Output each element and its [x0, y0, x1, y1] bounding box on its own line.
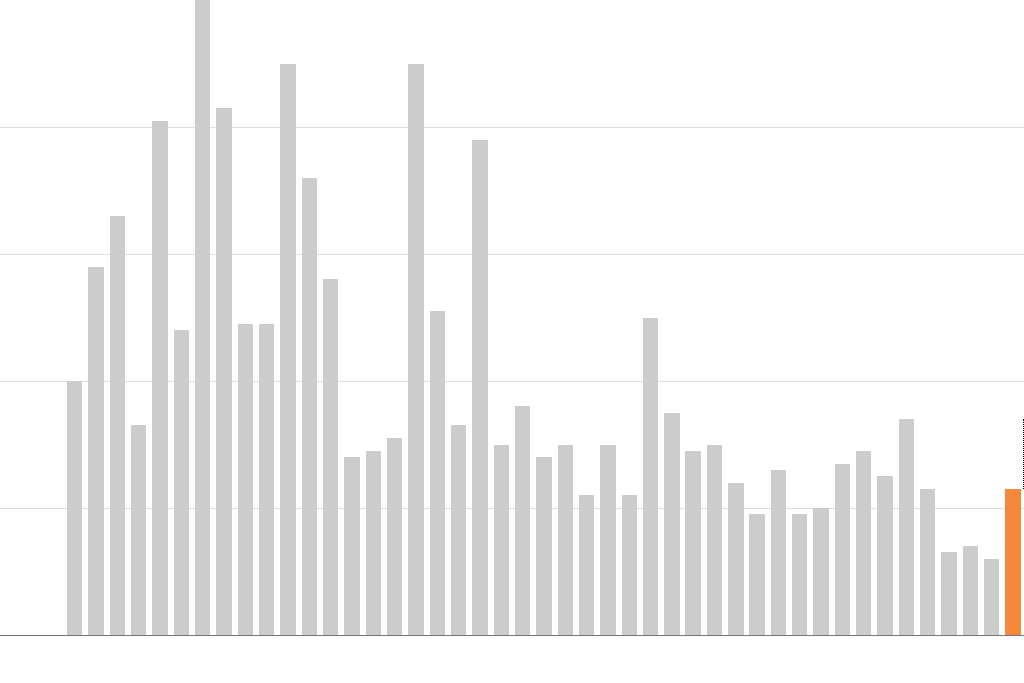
- bar: [643, 318, 658, 636]
- bar-slot: [64, 0, 85, 635]
- bar-slot: [448, 0, 469, 635]
- bar: [792, 514, 807, 635]
- bar: [451, 425, 466, 635]
- bar-slot: [171, 0, 192, 635]
- bar-slot: [256, 0, 277, 635]
- bar-slot: [704, 0, 725, 635]
- bar: [579, 495, 594, 635]
- bar-slot: [277, 0, 298, 635]
- bar: [131, 425, 146, 635]
- bar: [920, 489, 935, 635]
- bar: [494, 445, 509, 636]
- bar-slot: [746, 0, 767, 635]
- bar: [387, 438, 402, 635]
- bar-slot: [960, 0, 981, 635]
- bar-slot: [341, 0, 362, 635]
- bar: [238, 324, 253, 635]
- bar: [408, 64, 423, 636]
- bar-slot: [384, 0, 405, 635]
- bar: [685, 451, 700, 635]
- bar: [259, 324, 274, 635]
- bar-slot: [85, 0, 106, 635]
- bar-slot: [128, 0, 149, 635]
- bar-slot: [43, 0, 64, 635]
- bar: [472, 140, 487, 635]
- plot-area: [0, 0, 1024, 635]
- bar-slot: [491, 0, 512, 635]
- bar: [536, 457, 551, 635]
- bar-slot: [810, 0, 831, 635]
- bar: [835, 464, 850, 635]
- bar-slot: [917, 0, 938, 635]
- bar-slot: [21, 0, 42, 635]
- bar-slot: [683, 0, 704, 635]
- bar: [67, 381, 82, 635]
- bar-highlight: [1005, 489, 1020, 635]
- bar-slot: [597, 0, 618, 635]
- bar: [856, 451, 871, 635]
- bar: [963, 546, 978, 635]
- bar: [344, 457, 359, 635]
- bar-slot: [299, 0, 320, 635]
- bar-slot: [555, 0, 576, 635]
- bar: [152, 121, 167, 635]
- bar-slot: [512, 0, 533, 635]
- bar: [984, 559, 999, 635]
- bar-slot: [789, 0, 810, 635]
- bars-container: [0, 0, 1024, 635]
- bar-slot: [619, 0, 640, 635]
- bar: [622, 495, 637, 635]
- bar-slot: [235, 0, 256, 635]
- bar: [558, 445, 573, 636]
- bar: [174, 330, 189, 635]
- bar-slot: [1002, 0, 1023, 635]
- bar: [302, 178, 317, 635]
- bar: [771, 470, 786, 635]
- bar-slot: [725, 0, 746, 635]
- bar: [664, 413, 679, 635]
- bar: [600, 445, 615, 636]
- bar: [88, 267, 103, 635]
- bar-slot: [363, 0, 384, 635]
- bar-slot: [149, 0, 170, 635]
- bar: [749, 514, 764, 635]
- bar-slot: [640, 0, 661, 635]
- bar-chart: [0, 0, 1024, 683]
- bar-slot: [981, 0, 1002, 635]
- bar: [707, 445, 722, 636]
- bar-slot: [213, 0, 234, 635]
- bar: [280, 64, 295, 636]
- bar-slot: [533, 0, 554, 635]
- bar: [877, 476, 892, 635]
- bar-slot: [853, 0, 874, 635]
- bar: [195, 0, 210, 635]
- bar: [430, 311, 445, 635]
- bar: [366, 451, 381, 635]
- bar-slot: [405, 0, 426, 635]
- bar: [813, 508, 828, 635]
- bar-slot: [320, 0, 341, 635]
- bar: [515, 406, 530, 635]
- bar-slot: [832, 0, 853, 635]
- bar-slot: [661, 0, 682, 635]
- bar: [941, 552, 956, 635]
- bar-slot: [938, 0, 959, 635]
- bar-slot: [469, 0, 490, 635]
- bar-slot: [192, 0, 213, 635]
- bar-slot: [427, 0, 448, 635]
- x-axis-baseline: [0, 635, 1024, 636]
- bar-slot: [896, 0, 917, 635]
- bar: [323, 279, 338, 635]
- bar: [110, 216, 125, 635]
- bar: [899, 419, 914, 635]
- bar: [728, 483, 743, 635]
- bar-slot: [576, 0, 597, 635]
- bar-slot: [107, 0, 128, 635]
- bar-slot: [768, 0, 789, 635]
- bar-slot: [874, 0, 895, 635]
- bar-slot: [0, 0, 21, 635]
- bar: [216, 108, 231, 635]
